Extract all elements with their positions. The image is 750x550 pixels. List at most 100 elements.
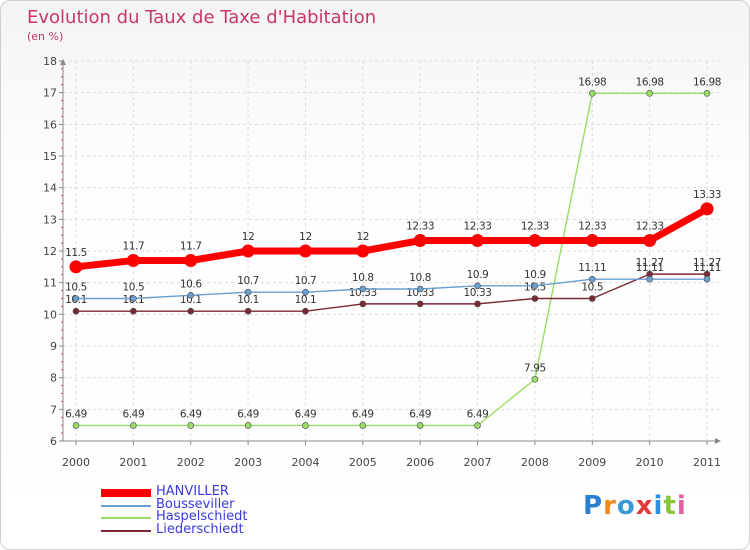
- data-label: 11.5: [65, 247, 87, 259]
- data-point: [72, 307, 80, 315]
- data-label: 10.7: [237, 275, 259, 287]
- data-point: [528, 234, 542, 248]
- legend-swatch: [101, 517, 151, 519]
- data-point: [700, 202, 714, 216]
- data-label: 10.33: [406, 287, 434, 299]
- data-label: 7.95: [524, 362, 546, 374]
- data-label: 10.1: [295, 294, 317, 306]
- data-point: [69, 260, 83, 274]
- data-point: [531, 375, 539, 383]
- data-label: 12.33: [406, 221, 434, 233]
- y-tick-label: 6: [50, 435, 57, 448]
- x-tick-label: 2001: [119, 456, 147, 469]
- data-label: 6.49: [180, 408, 202, 420]
- data-point: [130, 295, 137, 302]
- legend-item-bousseviller: Bousseviller: [101, 496, 301, 513]
- series-line-haspelschiedt: [76, 92, 707, 427]
- data-label: 11.11: [693, 262, 721, 274]
- y-tick-label: 15: [43, 150, 57, 163]
- data-label: 11.27: [636, 257, 664, 269]
- y-tick-label: 8: [50, 372, 57, 385]
- data-point: [531, 282, 539, 290]
- chart-subtitle: (en %): [27, 30, 64, 43]
- x-tick-label: 2007: [464, 456, 492, 469]
- data-point: [241, 244, 255, 258]
- data-label: 11.27: [693, 257, 721, 269]
- data-point: [474, 282, 481, 290]
- legend-label: Bousseviller: [156, 496, 235, 512]
- data-point: [588, 295, 596, 302]
- legend-label: HANVILLER: [156, 484, 229, 499]
- y-tick-label: 18: [43, 55, 57, 68]
- data-label: 10.9: [524, 269, 546, 281]
- data-label: 11.11: [578, 262, 606, 274]
- data-point: [187, 422, 195, 429]
- data-point: [302, 307, 309, 315]
- x-tick-label: 2004: [291, 456, 319, 469]
- data-point: [413, 234, 427, 248]
- data-point: [72, 295, 80, 302]
- legend-swatch: [101, 504, 151, 507]
- data-point: [588, 90, 596, 97]
- series-line-liederschiedt: [76, 273, 707, 312]
- x-tick-label: 2010: [636, 456, 664, 469]
- data-point: [298, 244, 312, 258]
- y-axis-arrow: [60, 59, 66, 65]
- data-point: [416, 422, 424, 429]
- data-point: [356, 244, 370, 258]
- data-point: [187, 307, 195, 315]
- data-point: [416, 285, 424, 293]
- data-label: 11.11: [636, 262, 664, 274]
- data-label: 10.8: [409, 272, 431, 284]
- y-tick-label: 17: [43, 87, 57, 100]
- x-tick-label: 2008: [521, 456, 549, 469]
- y-tick-label: 13: [43, 213, 57, 226]
- data-point: [130, 422, 137, 429]
- y-tick-label: 9: [50, 340, 57, 353]
- legend-swatch: [101, 489, 151, 497]
- data-label: 6.49: [409, 408, 431, 420]
- series-line-hanviller: [75, 205, 709, 271]
- data-label: 12.33: [578, 221, 606, 233]
- data-point: [126, 254, 140, 267]
- data-point: [302, 422, 309, 429]
- y-tick-label: 14: [43, 182, 57, 195]
- x-tick-label: 2003: [234, 456, 262, 469]
- data-point: [302, 288, 309, 296]
- data-point: [187, 292, 195, 299]
- y-tick-label: 16: [43, 118, 57, 131]
- data-label: 12: [299, 231, 312, 243]
- x-axis-arrow: [715, 438, 721, 444]
- data-point: [244, 422, 252, 429]
- data-point: [531, 295, 539, 302]
- data-point: [72, 422, 80, 429]
- data-label: 10.5: [122, 282, 144, 294]
- data-point: [646, 275, 653, 283]
- data-point: [471, 234, 485, 248]
- y-tick-label: 7: [50, 403, 57, 416]
- series-layer: 6.49 6.49 6.49 6.49 6.49 6.49 6.49 6.49 7.95 16.9…: [65, 76, 721, 429]
- data-point: [244, 288, 252, 296]
- series-line-bousseviller: [76, 278, 707, 300]
- data-label: 6.49: [295, 408, 317, 420]
- data-label: 6.49: [467, 408, 489, 420]
- y-tick-label: 12: [43, 245, 57, 258]
- data-point: [359, 285, 367, 293]
- x-tick-label: 2000: [62, 456, 90, 469]
- data-label: 11.7: [180, 241, 202, 253]
- data-label: 12.33: [521, 221, 549, 233]
- grid: [63, 60, 719, 441]
- data-label: 12.33: [636, 221, 664, 233]
- data-label: 12.33: [464, 221, 492, 233]
- data-label: 10.5: [581, 282, 603, 294]
- data-point: [643, 234, 657, 248]
- axes: 6 7 8 9 10 11 12 13 14 15 16 17 18 2000 2001 2002 2003 20…: [43, 55, 721, 469]
- data-label: 10.6: [180, 278, 202, 290]
- data-point: [703, 90, 711, 97]
- data-point: [588, 275, 596, 283]
- data-label: 10.33: [464, 287, 492, 299]
- data-point: [703, 275, 711, 283]
- data-label: 10.7: [295, 275, 317, 287]
- legend-item-hanviller: HANVILLER: [101, 484, 301, 500]
